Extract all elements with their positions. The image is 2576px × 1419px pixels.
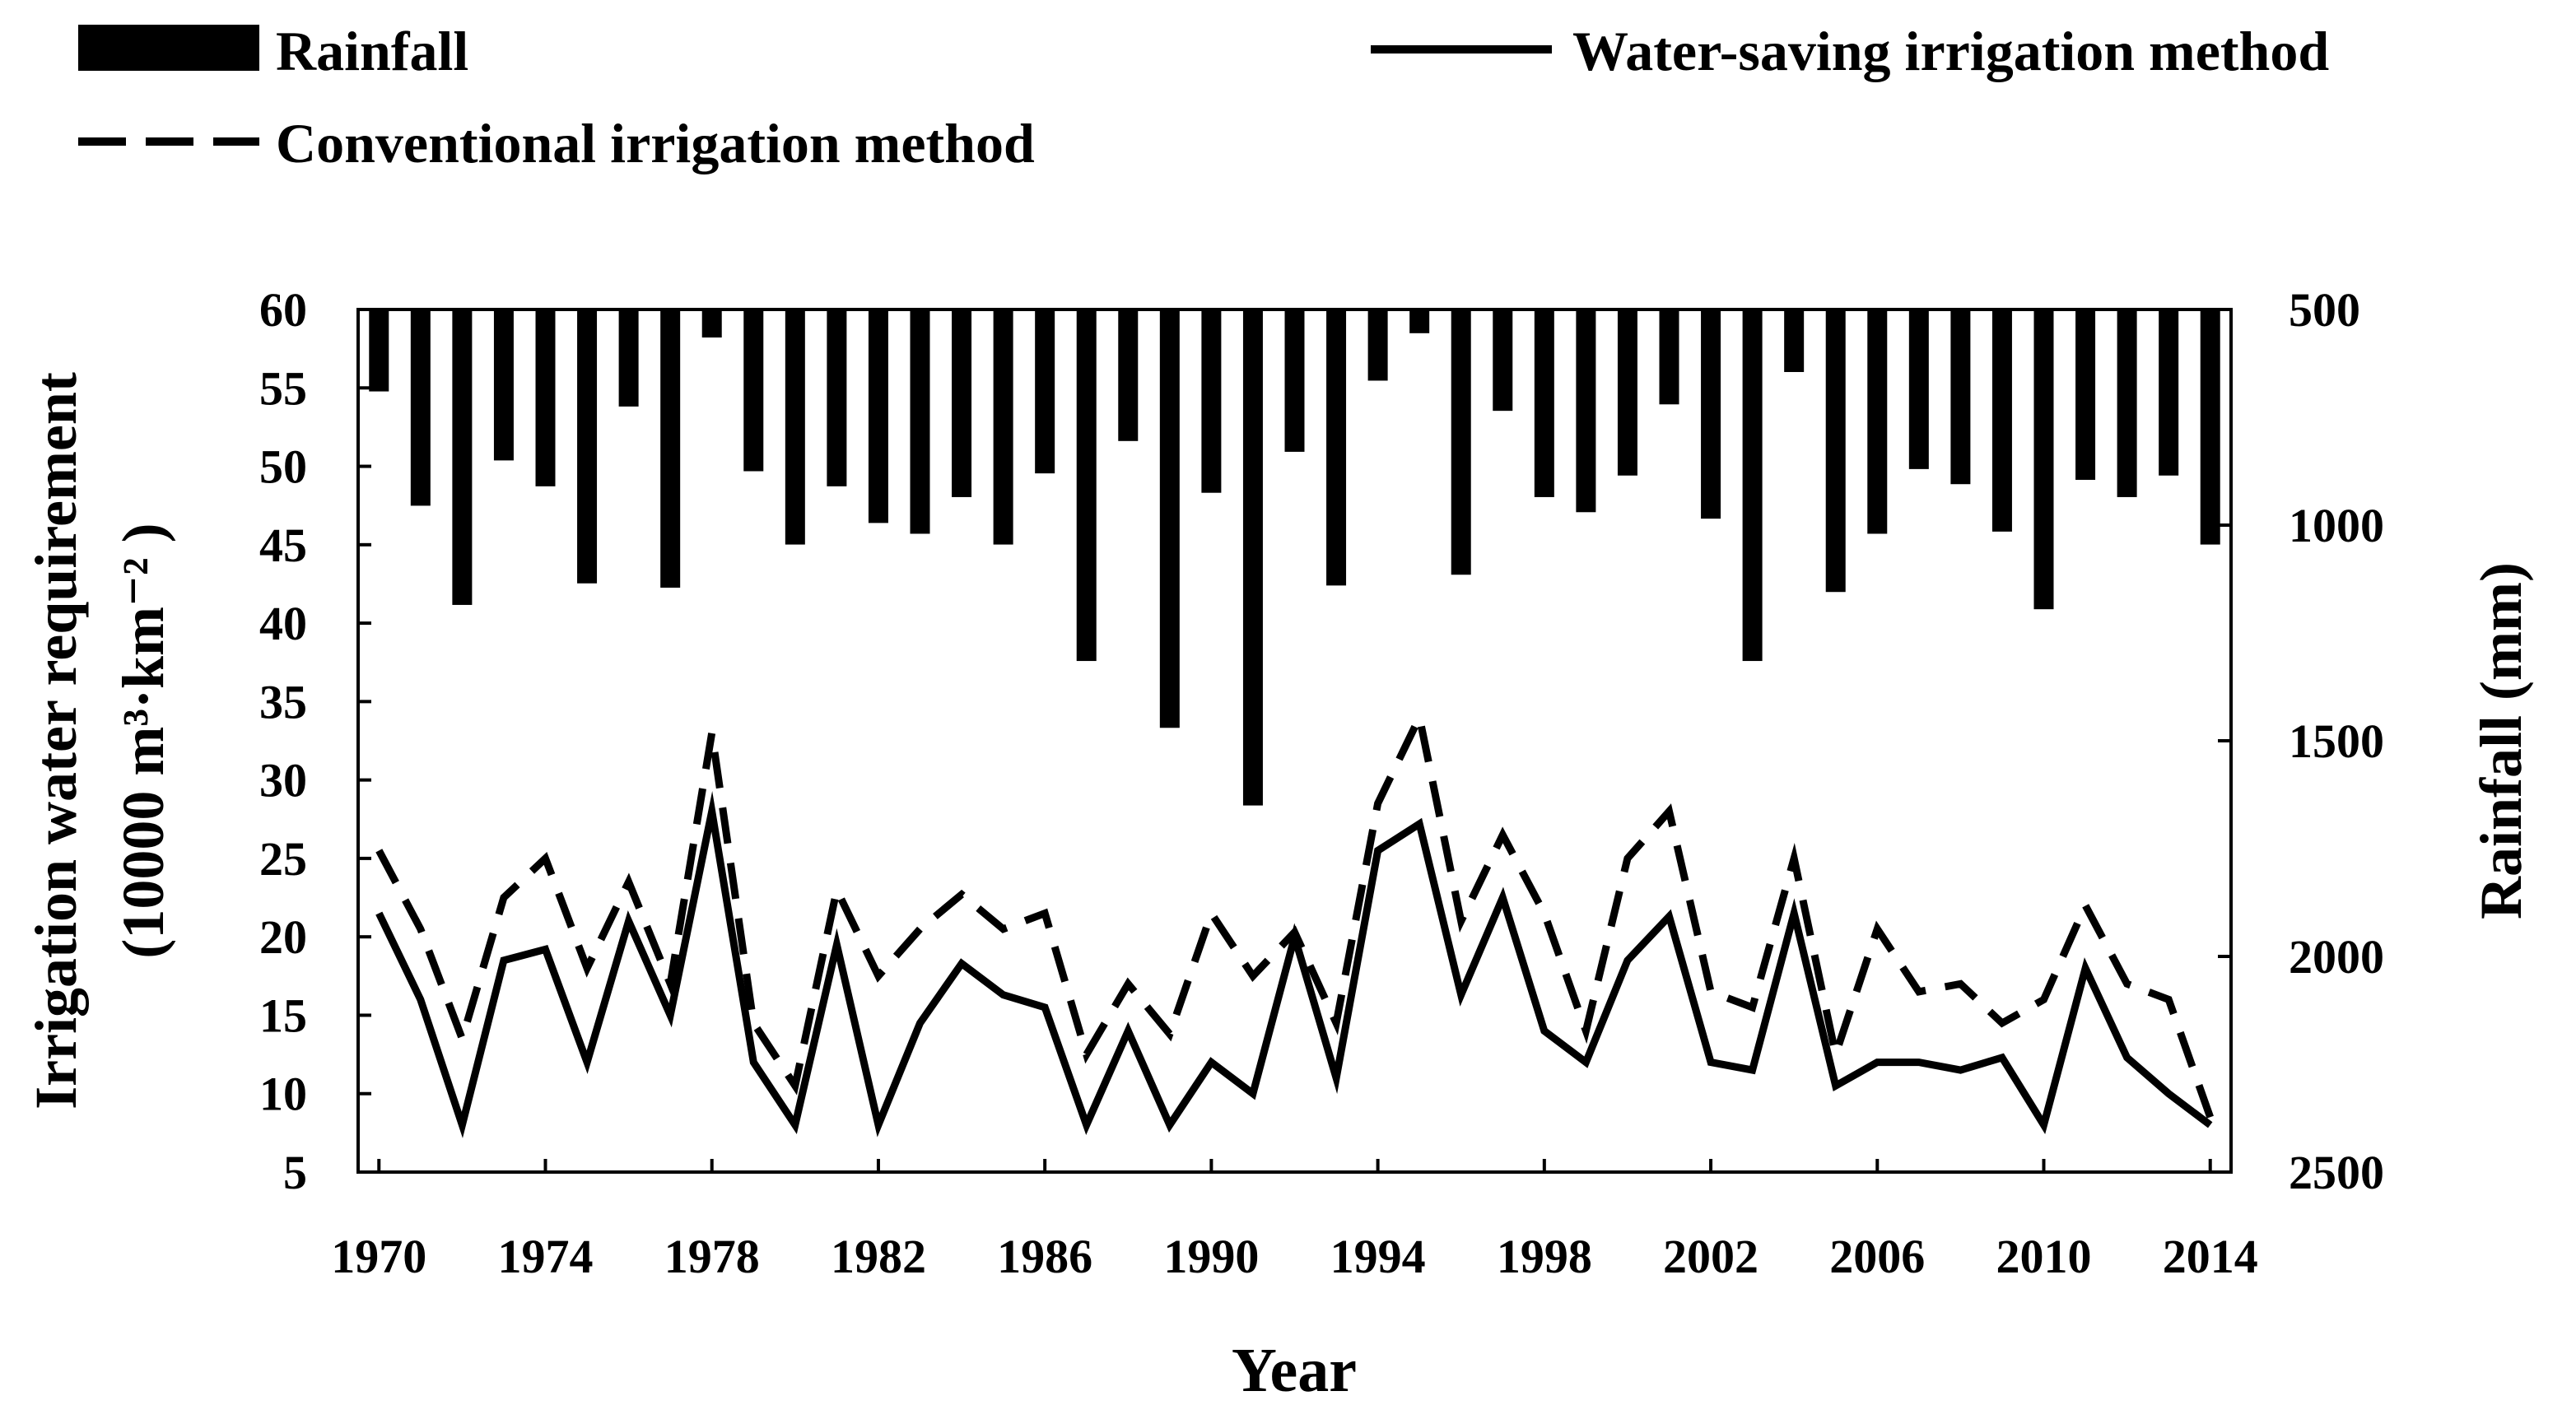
rainfall-bar (1326, 309, 1347, 586)
rainfall-bar (1159, 309, 1180, 728)
rainfall-bar (1242, 309, 1263, 806)
left-tick-label: 25 (259, 832, 307, 886)
right-tick-label: 500 (2289, 283, 2360, 337)
legend-rainfall-swatch (78, 25, 259, 71)
rainfall-bar (2075, 309, 2096, 480)
rainfall-bar (952, 309, 972, 497)
right-tick-label: 2500 (2289, 1146, 2384, 1199)
rainfall-bar (1617, 309, 1637, 476)
rainfall-bar (1534, 309, 1554, 497)
left-tick-label: 40 (259, 597, 307, 650)
rainfall-bar (1118, 309, 1139, 441)
right-tick-label: 1500 (2289, 714, 2384, 768)
rainfall-bar (2200, 309, 2220, 545)
rainfall-bar (1076, 309, 1097, 662)
x-tick-label: 1994 (1330, 1230, 1426, 1283)
x-tick-label: 1990 (1163, 1230, 1259, 1283)
rainfall-bars (369, 309, 2220, 806)
rainfall-bar (1201, 309, 1222, 493)
rainfall-bar (1701, 309, 1721, 519)
left-tick-label: 35 (259, 675, 307, 728)
rainfall-bar (1742, 309, 1763, 662)
x-tick-label: 1982 (831, 1230, 926, 1283)
rainfall-bar (993, 309, 1013, 545)
rainfall-bar (868, 309, 888, 523)
left-axis-title-line2: (10000 m³·km⁻² ) (110, 523, 176, 958)
left-tick-label: 60 (259, 283, 307, 337)
rainfall-bar (535, 309, 556, 486)
x-tick-label: 2010 (1996, 1230, 2092, 1283)
left-tick-label: 20 (259, 910, 307, 964)
rainfall-bar (1035, 309, 1055, 474)
x-tick-label: 2014 (2163, 1230, 2258, 1283)
right-tick-label: 1000 (2289, 499, 2384, 552)
rainfall-bar (785, 309, 805, 545)
conventional-irrigation-line (375, 705, 2214, 1119)
x-axis-title: Year (1232, 1336, 1357, 1405)
x-tick-label: 2002 (1663, 1230, 1758, 1283)
right-tick-label: 2000 (2289, 930, 2384, 984)
rainfall-bar (1576, 309, 1596, 513)
x-tick-label: 2006 (1829, 1230, 1925, 1283)
rainfall-bar (743, 309, 764, 472)
left-tick-label: 55 (259, 361, 307, 415)
irrigation-lines (375, 705, 2214, 1138)
left-tick-label: 45 (259, 519, 307, 572)
right-axis-ticks: 500 1000 1500 2000 2500 (2218, 283, 2384, 1199)
rainfall-bar (660, 309, 681, 588)
rainfall-bar (1284, 309, 1305, 452)
left-tick-label: 50 (259, 440, 307, 494)
rainfall-bar (2033, 309, 2054, 610)
rainfall-bar (1659, 309, 1679, 405)
rainfall-bar (410, 309, 431, 506)
rainfall-bar (1451, 309, 1471, 575)
water-saving-irrigation-line (375, 790, 2213, 1138)
left-tick-label: 15 (259, 989, 307, 1042)
rainfall-bar (1991, 309, 2012, 532)
legend-rainfall-label: Rainfall (276, 20, 468, 82)
left-tick-label: 10 (259, 1068, 307, 1121)
rainfall-bar (2159, 309, 2179, 476)
rainfall-bar (1493, 309, 1513, 412)
rainfall-bar (910, 309, 930, 534)
left-axis-ticks: 5 10 15 20 25 30 35 40 45 50 55 60 (259, 283, 371, 1199)
rainfall-bar (1908, 309, 1929, 469)
rainfall-bar (369, 309, 389, 392)
rainfall-bar (577, 309, 598, 584)
rainfall-bar (452, 309, 473, 605)
legend-water-saving-label: Water-saving irrigation method (1572, 20, 2329, 82)
rainfall-bar (1867, 309, 1888, 534)
rainfall-bar (701, 309, 722, 338)
rainfall-bar (1825, 309, 1846, 593)
rainfall-bar (493, 309, 514, 461)
rainfall-bar (2117, 309, 2137, 497)
x-tick-label: 1998 (1497, 1230, 1592, 1283)
rainfall-bar (1784, 309, 1805, 372)
left-tick-label: 30 (259, 754, 307, 807)
left-tick-label: 5 (283, 1146, 307, 1199)
rainfall-bar (1950, 309, 1971, 485)
x-tick-label: 1970 (331, 1230, 426, 1283)
left-axis-title-line1: Irrigation water requirement (23, 372, 89, 1110)
rainfall-bar (1367, 309, 1388, 381)
x-tick-label: 1986 (997, 1230, 1092, 1283)
rainfall-bar (618, 309, 639, 407)
rainfall-bar (1409, 309, 1430, 333)
x-tick-label: 1974 (498, 1230, 594, 1283)
x-axis-ticks: 1970 1974 1978 1982 1986 1990 1994 1998 2002 2006… (331, 1159, 2258, 1283)
right-axis-title: Rainfall (mm) (2468, 562, 2534, 919)
rainfall-bar (827, 309, 847, 486)
x-tick-label: 1978 (664, 1230, 760, 1283)
legend-conventional-label: Conventional irrigation method (276, 112, 1035, 174)
legend: Rainfall Water-saving irrigation method … (78, 20, 2329, 174)
